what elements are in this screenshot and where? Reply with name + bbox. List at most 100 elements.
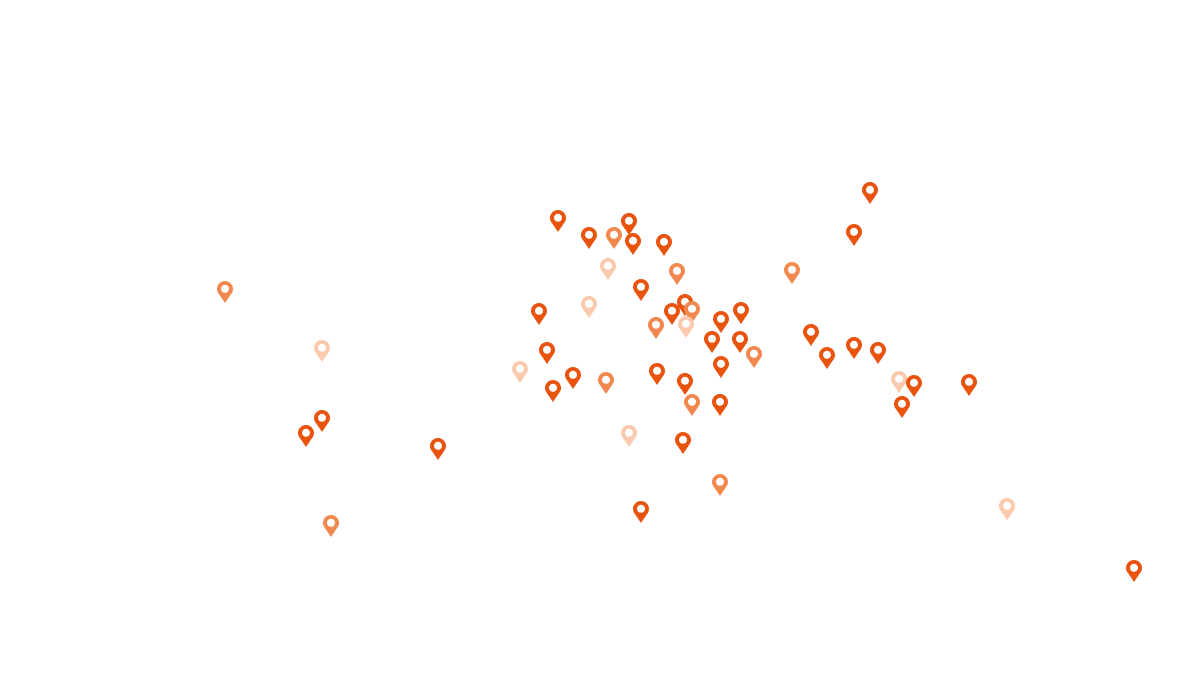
map-pin-icon [819, 347, 835, 369]
map-marker[interactable] [550, 210, 566, 232]
map-pin-icon [803, 324, 819, 346]
map-pin-icon [648, 317, 664, 339]
map-marker[interactable] [669, 263, 685, 285]
map-marker[interactable] [803, 324, 819, 346]
map-marker[interactable] [870, 342, 886, 364]
map-pin-icon [430, 438, 446, 460]
map-marker[interactable] [678, 316, 694, 338]
map-pin-icon [712, 394, 728, 416]
map-pin-icon [581, 227, 597, 249]
map-marker[interactable] [656, 234, 672, 256]
map-marker[interactable] [732, 331, 748, 353]
map-marker[interactable] [512, 361, 528, 383]
map-pin-icon [906, 375, 922, 397]
map-pin-icon [323, 515, 339, 537]
map-pin-icon [531, 303, 547, 325]
map-pin-icon [512, 361, 528, 383]
map-pin-icon [677, 373, 693, 395]
map-pin-icon [704, 331, 720, 353]
map-marker[interactable] [713, 356, 729, 378]
map-pin-icon [600, 258, 616, 280]
map-marker[interactable] [675, 432, 691, 454]
map-marker[interactable] [712, 394, 728, 416]
map-pin-icon [891, 371, 907, 393]
map-marker[interactable] [625, 233, 641, 255]
map-marker[interactable] [545, 380, 561, 402]
map-pin-icon [314, 340, 330, 362]
map-marker[interactable] [894, 396, 910, 418]
map-marker[interactable] [961, 374, 977, 396]
map-marker[interactable] [606, 227, 622, 249]
map-marker[interactable] [648, 317, 664, 339]
map-pin-icon [713, 356, 729, 378]
map-marker[interactable] [314, 340, 330, 362]
map-pin-icon [784, 262, 800, 284]
map-marker[interactable] [565, 367, 581, 389]
map-marker[interactable] [891, 371, 907, 393]
map-marker[interactable] [633, 279, 649, 301]
map-marker[interactable] [621, 425, 637, 447]
map-pin-icon [870, 342, 886, 364]
map-pin-icon [633, 279, 649, 301]
map-pin-icon [314, 410, 330, 432]
map-pin-icon [733, 302, 749, 324]
map-marker[interactable] [733, 302, 749, 324]
map-marker[interactable] [846, 337, 862, 359]
map-marker[interactable] [684, 394, 700, 416]
map-pin-icon [713, 311, 729, 333]
map-pin-icon [656, 234, 672, 256]
map-pin-icon [606, 227, 622, 249]
map-pin-icon [621, 213, 637, 235]
map-pin-icon [961, 374, 977, 396]
map-marker[interactable] [746, 346, 762, 368]
map-marker[interactable] [633, 501, 649, 523]
map-pin-icon [862, 182, 878, 204]
map-pin-icon [732, 331, 748, 353]
map-pin-icon [678, 316, 694, 338]
map-marker[interactable] [906, 375, 922, 397]
map-marker[interactable] [846, 224, 862, 246]
map-pin-icon [539, 342, 555, 364]
map-pin-icon [999, 498, 1015, 520]
map-pin-icon [684, 301, 700, 323]
map-pin-icon [581, 296, 597, 318]
map-marker[interactable] [539, 342, 555, 364]
map-marker[interactable] [430, 438, 446, 460]
map-marker[interactable] [784, 262, 800, 284]
map-marker[interactable] [531, 303, 547, 325]
map-pin-icon [545, 380, 561, 402]
map-marker[interactable] [598, 372, 614, 394]
map-marker[interactable] [649, 363, 665, 385]
map-marker[interactable] [581, 296, 597, 318]
map-marker[interactable] [621, 213, 637, 235]
map-pin-icon [746, 346, 762, 368]
map-marker[interactable] [217, 281, 233, 303]
map-marker[interactable] [1126, 560, 1142, 582]
map-pin-icon [1126, 560, 1142, 582]
map-pin-icon [217, 281, 233, 303]
map-marker[interactable] [664, 303, 680, 325]
map-pin-icon [649, 363, 665, 385]
map-marker[interactable] [298, 425, 314, 447]
map-pin-icon [550, 210, 566, 232]
map-pin-icon [669, 263, 685, 285]
map-marker[interactable] [684, 301, 700, 323]
map-marker[interactable] [999, 498, 1015, 520]
map-pin-icon [846, 337, 862, 359]
map-marker[interactable] [713, 311, 729, 333]
map-pin-icon [598, 372, 614, 394]
map-marker[interactable] [862, 182, 878, 204]
map-pin-icon [675, 432, 691, 454]
map-pin-icon [712, 474, 728, 496]
map-pin-icon [846, 224, 862, 246]
map-marker[interactable] [819, 347, 835, 369]
map-pin-icon [633, 501, 649, 523]
map-marker[interactable] [704, 331, 720, 353]
map-marker[interactable] [323, 515, 339, 537]
map-marker[interactable] [581, 227, 597, 249]
map-marker[interactable] [712, 474, 728, 496]
map-marker[interactable] [600, 258, 616, 280]
map-marker[interactable] [314, 410, 330, 432]
map-marker[interactable] [677, 373, 693, 395]
